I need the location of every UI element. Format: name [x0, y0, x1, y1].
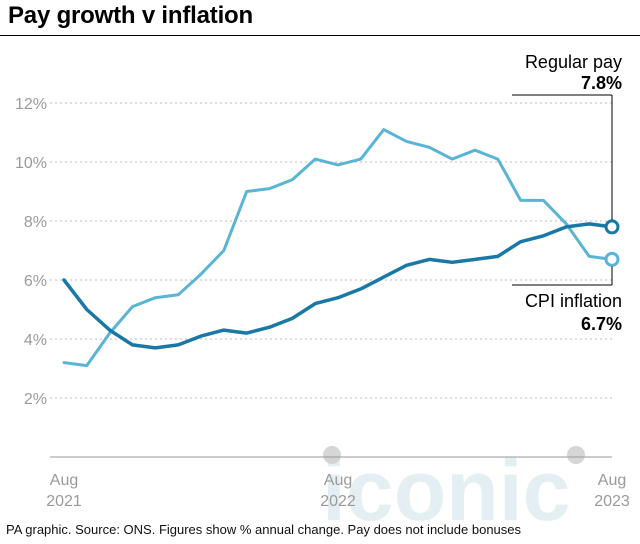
- title-divider: [0, 35, 640, 36]
- y-tick-label: 4%: [24, 332, 47, 349]
- watermark-dot: [323, 446, 341, 464]
- cpi-inflation-value: 6.7%: [581, 314, 622, 334]
- cpi-inflation-label: CPI inflation: [525, 291, 622, 311]
- source-footnote: PA graphic. Source: ONS. Figures show % …: [6, 522, 522, 537]
- watermark-text: iconic: [322, 443, 571, 539]
- regular-pay-value: 7.8%: [581, 73, 622, 93]
- y-tick-label: 2%: [24, 391, 47, 408]
- y-tick-label: 10%: [15, 155, 47, 172]
- series-lines: [62, 128, 620, 368]
- x-tick-label: Aug: [324, 472, 352, 489]
- x-tick-label: 2021: [46, 493, 82, 510]
- regular-pay-label: Regular pay: [525, 52, 622, 72]
- x-tick-label: Aug: [598, 472, 626, 489]
- grid: 2% 4% 6% 8% 10% 12%: [15, 96, 612, 408]
- regular-pay-line: [62, 222, 614, 350]
- y-tick-label: 8%: [24, 214, 47, 231]
- cpi-inflation-line: [62, 128, 614, 368]
- x-tick-label: 2023: [594, 493, 630, 510]
- chart-title: Pay growth v inflation: [8, 2, 253, 29]
- regular-pay-end-marker: [604, 219, 620, 235]
- x-tick-label: 2022: [320, 493, 356, 510]
- y-tick-label: 12%: [15, 96, 47, 113]
- cpi-inflation-end-marker: [604, 251, 620, 267]
- x-axis: Aug 2021 Aug 2022 Aug 2023: [46, 456, 630, 510]
- x-tick-label: Aug: [50, 472, 78, 489]
- watermark: iconic: [322, 443, 585, 539]
- y-tick-label: 6%: [24, 273, 47, 290]
- watermark-dot: [567, 446, 585, 464]
